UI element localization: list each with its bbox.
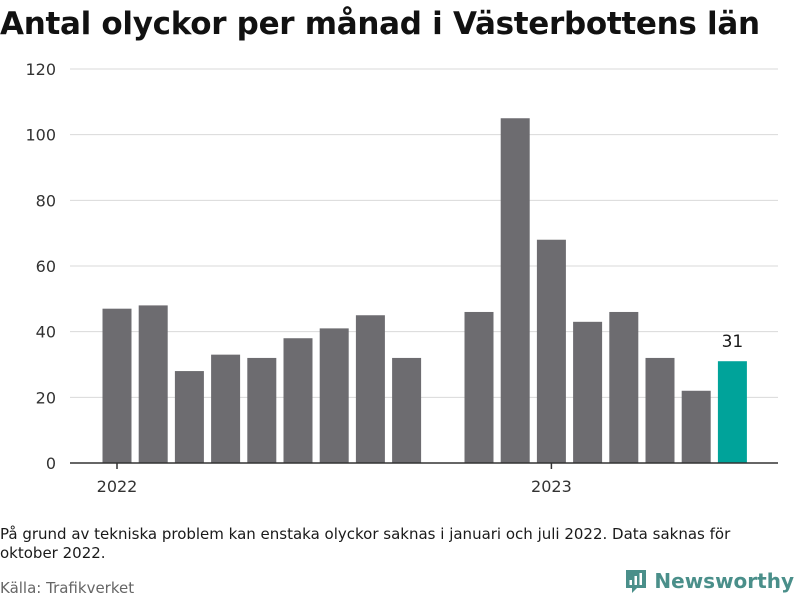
brand-name: Newsworthy xyxy=(654,569,794,593)
bar xyxy=(247,357,277,463)
y-tick-label: 120 xyxy=(25,60,56,79)
y-tick-label: 60 xyxy=(36,257,56,276)
bar xyxy=(573,321,603,463)
bar xyxy=(319,328,349,463)
bar xyxy=(211,354,241,463)
grid-lines xyxy=(70,68,778,398)
bar xyxy=(464,311,494,463)
y-tick-label: 40 xyxy=(36,323,56,342)
newsworthy-logo-icon xyxy=(626,570,647,593)
data-labels: 31 xyxy=(722,332,744,352)
y-tick-label: 20 xyxy=(36,388,56,407)
chart-note: På grund av tekniska problem kan enstaka… xyxy=(0,525,731,562)
data-label: 31 xyxy=(722,332,744,352)
chart-title: Antal olyckor per månad i Västerbottens … xyxy=(0,6,760,42)
y-tick-label: 80 xyxy=(36,191,56,210)
bar xyxy=(609,311,639,463)
x-tick-label: 2023 xyxy=(531,477,572,496)
y-tick-label: 100 xyxy=(25,126,56,145)
bar xyxy=(102,308,132,463)
y-axis-ticks: 0 20 40 60 80 100 120 xyxy=(25,60,56,473)
bar xyxy=(138,305,168,463)
bar xyxy=(500,118,530,463)
bar xyxy=(645,357,675,463)
bar xyxy=(681,390,711,463)
bar xyxy=(536,239,566,463)
y-tick-label: 0 xyxy=(46,454,56,473)
brand-logo: Newsworthy xyxy=(624,568,794,594)
x-axis: 2022 2023 xyxy=(70,462,778,496)
bar xyxy=(174,371,204,463)
source-text: Källa: Trafikverket xyxy=(0,579,135,597)
bar xyxy=(283,338,313,463)
bar-highlighted xyxy=(717,361,747,463)
bars xyxy=(102,118,747,463)
bar xyxy=(355,315,385,463)
x-tick-label: 2022 xyxy=(97,477,138,496)
bar xyxy=(392,357,422,463)
